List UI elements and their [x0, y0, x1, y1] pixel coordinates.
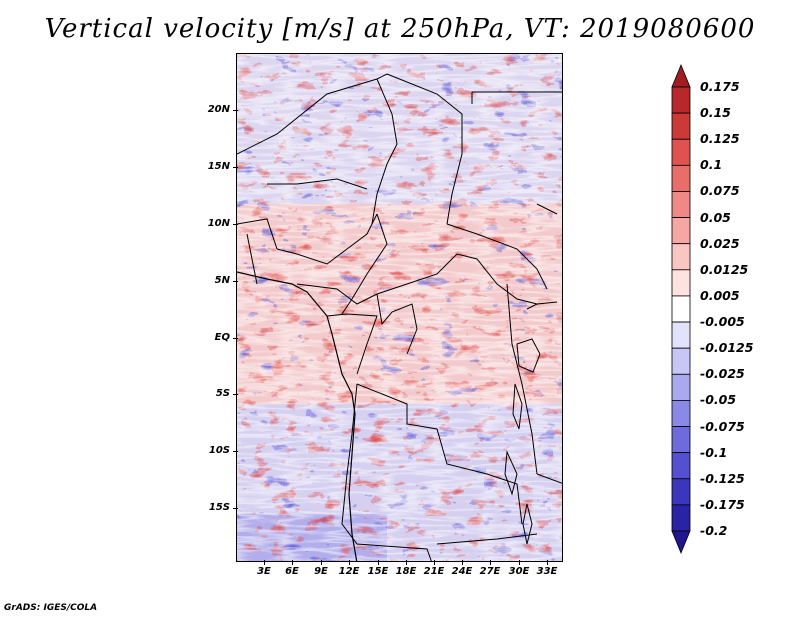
- colorbar-segment: [671, 269, 691, 297]
- lon-tick: [406, 560, 407, 565]
- colorbar-segment: [671, 243, 691, 271]
- lon-tick: [321, 560, 322, 565]
- colorbar-segment: [671, 217, 691, 245]
- lat-tick: [233, 338, 238, 339]
- colorbar-label: -0.075: [700, 418, 745, 434]
- lon-label-18e: 18E: [395, 566, 417, 577]
- lon-tick: [462, 560, 463, 565]
- chart-title: Vertical velocity [m/s] at 250hPa, VT: 2…: [44, 14, 756, 44]
- lon-label-33e: 33E: [536, 566, 558, 577]
- colorbar-label: 0.05: [700, 209, 731, 225]
- lat-label-10s: 10S: [208, 445, 230, 456]
- lat-label-15s: 15S: [208, 502, 230, 513]
- lon-tick: [519, 560, 520, 565]
- colorbar-segment: [671, 191, 691, 218]
- colorbar-segment: [671, 164, 691, 192]
- lon-tick: [490, 560, 491, 565]
- lat-label-5n: 5N: [214, 275, 230, 286]
- grads-credit: GrADS: IGES/COLA: [4, 603, 98, 613]
- colorbar-label: 0.005: [700, 287, 740, 303]
- lat-tick: [233, 224, 238, 225]
- lon-label-21e: 21E: [423, 566, 445, 577]
- lon-label-30e: 30E: [508, 566, 530, 577]
- great-lakes: [504, 338, 541, 545]
- colorbar-segment: [671, 138, 691, 166]
- lat-tick: [233, 508, 238, 509]
- lat-tick: [233, 167, 238, 168]
- colorbar-segment: [671, 400, 691, 427]
- colorbar-segment: [671, 426, 691, 454]
- colorbar-label: -0.2: [700, 523, 728, 538]
- lat-label-eq: EQ: [214, 332, 230, 343]
- colorbar-label: -0.0125: [700, 340, 754, 356]
- lon-label-9e: 9E: [314, 566, 328, 577]
- lon-label-24e: 24E: [451, 566, 473, 577]
- colorbar-label: -0.175: [700, 496, 745, 512]
- lon-tick: [547, 560, 548, 565]
- colorbar-label: -0.005: [700, 314, 745, 330]
- lon-label-15e: 15E: [367, 566, 389, 577]
- colorbar-segment: [671, 478, 691, 506]
- colorbar-label: -0.125: [700, 470, 745, 486]
- lat-tick: [233, 281, 238, 282]
- lat-label-5s: 5S: [215, 388, 230, 399]
- lat-tick: [233, 110, 238, 111]
- coastline: [237, 271, 358, 561]
- lat-tick: [233, 394, 238, 395]
- colorbar-label: -0.025: [700, 366, 745, 382]
- colorbar-segment: [671, 112, 691, 140]
- colorbar-label: -0.1: [700, 444, 728, 460]
- lon-label-3e: 3E: [257, 566, 271, 577]
- lon-tick: [434, 560, 435, 565]
- lon-tick: [349, 560, 350, 565]
- colorbar-label: 0.0125: [700, 261, 749, 277]
- colorbar-segment: [671, 86, 691, 114]
- colorbar-segment: [671, 295, 691, 323]
- lon-tick: [264, 560, 265, 565]
- colorbar-label: 0.125: [700, 131, 740, 147]
- colorbar-label: 0.1: [700, 157, 723, 173]
- lat-label-20n: 20N: [207, 104, 230, 115]
- colorbar-segment: [671, 347, 691, 375]
- lat-tick: [233, 451, 238, 452]
- colorbar-segment: [671, 373, 691, 401]
- country-borders: [237, 73, 562, 561]
- lon-label-6e: 6E: [285, 566, 299, 577]
- colorbar-label: 0.075: [700, 183, 740, 199]
- colorbar-segment: [671, 452, 691, 480]
- colorbar-label: 0.025: [700, 235, 740, 251]
- lat-label-15n: 15N: [207, 161, 230, 172]
- colorbar-segment: [671, 321, 691, 349]
- lon-tick: [378, 560, 379, 565]
- colorbar-label: 0.175: [700, 79, 740, 94]
- vertical-velocity-field: [237, 54, 562, 561]
- colorbar-top-arrow: [671, 63, 691, 88]
- colorbar-label: 0.15: [700, 105, 731, 121]
- colorbar-segment: [671, 504, 691, 532]
- lon-tick: [292, 560, 293, 565]
- lat-label-10n: 10N: [207, 218, 230, 229]
- map-panel: [236, 53, 563, 562]
- lon-label-27e: 27E: [479, 566, 501, 577]
- colorbar-bottom-arrow: [671, 530, 691, 555]
- lon-label-12e: 12E: [338, 566, 360, 577]
- colorbar-label: -0.05: [700, 392, 737, 408]
